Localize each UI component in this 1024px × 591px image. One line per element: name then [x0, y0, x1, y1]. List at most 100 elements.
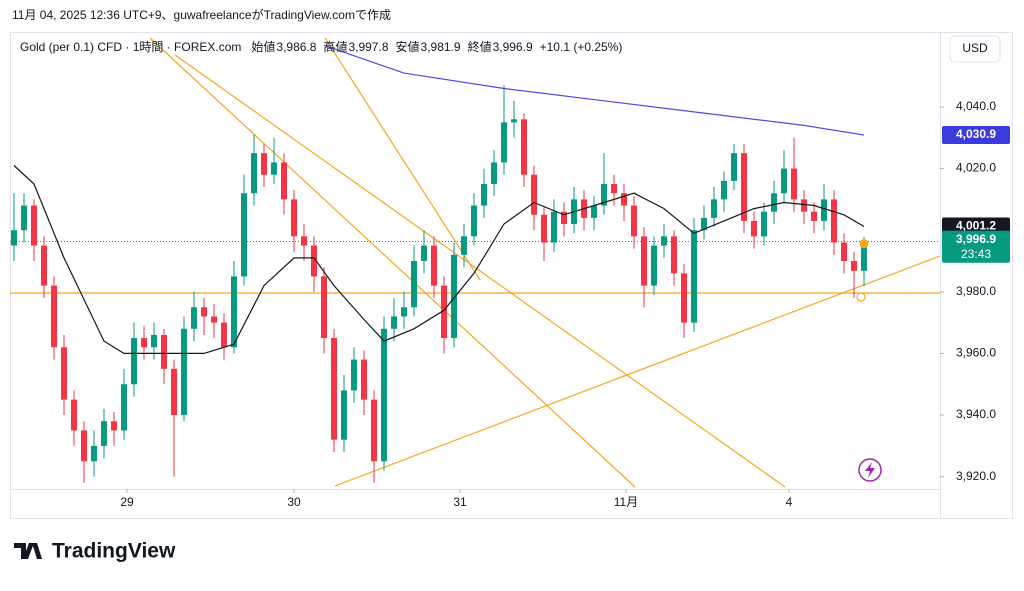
candle-body: [431, 245, 437, 286]
legend-text: 安値: [396, 39, 420, 54]
y-tick-label: 3,920.0: [956, 469, 996, 483]
candle-body: [201, 307, 207, 317]
trend-line: [149, 37, 636, 488]
candle-body: [141, 338, 147, 348]
candle-body: [701, 217, 707, 231]
candle-body: [811, 211, 817, 221]
candle-body: [651, 245, 657, 286]
candle-body: [721, 180, 727, 200]
candle-body: [851, 261, 857, 271]
candle-body: [841, 242, 847, 261]
candle-body: [181, 328, 187, 416]
legend-text: 終値: [468, 39, 492, 54]
candle-body: [51, 285, 57, 348]
candle-body: [221, 322, 227, 348]
x-tick-label: 29: [120, 495, 134, 509]
price-label: [942, 125, 1010, 144]
candle-body: [121, 384, 127, 431]
y-tick-label: 3,940.0: [956, 407, 996, 421]
candle-body: [521, 119, 527, 175]
y-tick-label: 4,020.0: [956, 161, 996, 175]
logo-text: TradingView: [52, 540, 176, 563]
candle-body: [421, 245, 427, 261]
candle-body: [71, 399, 77, 431]
candle-body: [61, 347, 67, 400]
legend-text: 3,981.9: [421, 40, 461, 54]
legend-text: +10.1 (+0.25%): [540, 40, 623, 54]
candle-body: [231, 276, 237, 348]
candle-body: [21, 205, 27, 231]
trend-line: [174, 54, 786, 488]
candle-body: [531, 174, 537, 215]
candle-body: [371, 399, 377, 462]
candle-body: [271, 162, 277, 175]
candle-body: [11, 230, 17, 246]
candle-body: [481, 183, 487, 206]
candle-body: [641, 236, 647, 286]
indicator-line: [13, 165, 865, 354]
candle-body: [351, 359, 357, 391]
candle-body: [771, 193, 777, 212]
countdown: 23:43: [961, 247, 991, 261]
legend-text: 3,997.8: [348, 40, 388, 54]
candle-body: [731, 153, 737, 181]
candle-body: [301, 236, 307, 246]
trend-line: [324, 37, 481, 281]
anchor: [856, 292, 866, 302]
currency[interactable]: USD: [962, 41, 988, 55]
price-label-text: 3,996.9: [956, 232, 996, 246]
alert-icon[interactable]: [858, 458, 882, 482]
candle-body: [821, 199, 827, 221]
legend-text: 3,986.8: [276, 40, 316, 54]
candle-body: [781, 168, 787, 194]
candle-body: [331, 338, 337, 440]
legend-text: 3,996.9: [493, 40, 533, 54]
drawings: [10, 37, 941, 488]
candle-body: [361, 359, 367, 400]
candle-body: [91, 445, 97, 462]
candle-body: [631, 205, 637, 237]
price-label-text: 4,001.2: [956, 219, 996, 233]
logo-mark: [14, 543, 42, 559]
candle-body: [691, 230, 697, 323]
x-tick-label: 30: [287, 495, 301, 509]
alert-bolt[interactable]: [865, 462, 875, 478]
x-tick-label: 11月: [614, 495, 638, 509]
alert-circle[interactable]: [858, 458, 882, 482]
candle-body: [591, 205, 597, 218]
candle-body: [611, 183, 617, 194]
y-tick-label: 3,960.0: [956, 346, 996, 360]
candle-body: [491, 162, 497, 184]
candle-body: [251, 153, 257, 194]
trend-line: [334, 255, 941, 487]
anchor: [859, 239, 869, 249]
candle-body: [401, 307, 407, 317]
x-tick-label: 31: [453, 495, 467, 509]
caption: 11月 04, 2025 12:36 UTC+9、guwafreelanceがT…: [12, 7, 391, 22]
chart-frame: [10, 32, 1013, 519]
candle-body: [761, 211, 767, 237]
y-tick-label: 3,980.0: [956, 284, 996, 298]
candle-body: [261, 153, 267, 175]
candle-body: [501, 122, 507, 163]
candle-body: [711, 199, 717, 218]
candle-body: [601, 183, 607, 206]
candle-body: [801, 199, 807, 212]
candle-body: [131, 338, 137, 385]
candle-body: [41, 245, 47, 286]
y-tick-label: 4,040.0: [956, 99, 996, 113]
candle-body: [441, 285, 447, 339]
candle-body: [831, 199, 837, 243]
candle-body: [551, 211, 557, 243]
candle-body: [741, 153, 747, 221]
candle-body: [471, 205, 477, 237]
currency-button[interactable]: [949, 35, 1001, 63]
candle-body: [861, 239, 867, 271]
candle-body: [681, 273, 687, 323]
candle-body: [791, 168, 797, 200]
candle-body: [81, 430, 87, 462]
candle-body: [541, 214, 547, 243]
candle-body: [391, 316, 397, 329]
candle-body: [241, 193, 247, 277]
candle-body: [171, 368, 177, 416]
